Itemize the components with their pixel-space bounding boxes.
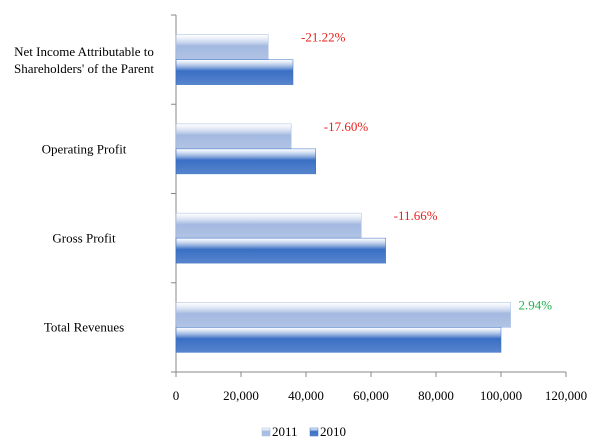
bar	[175, 148, 316, 175]
x-tick-label: 60,000	[353, 388, 389, 403]
legend-label: 2010	[320, 424, 346, 439]
bar	[175, 237, 386, 264]
category-label: Net Income Attributable to Shareholders'…	[14, 43, 154, 76]
legend-swatch	[261, 427, 271, 437]
bar	[175, 59, 294, 85]
x-tick-label: 20,000	[223, 388, 259, 403]
bar	[175, 34, 269, 60]
x-tick-label: 120,000	[545, 388, 587, 403]
change-label: -17.60%	[324, 119, 369, 134]
x-tick-label: 40,000	[288, 388, 324, 403]
x-tick-label: 80,000	[418, 388, 454, 403]
x-tick-label: 0	[173, 388, 180, 403]
bar	[175, 212, 362, 239]
category-label: Total Revenues	[43, 319, 125, 335]
bar	[175, 302, 511, 328]
category-label: Operating Profit	[41, 141, 127, 157]
legend-swatch	[309, 427, 319, 437]
legend-label: 2011	[272, 424, 298, 439]
x-tick-label: 100,000	[480, 388, 522, 403]
change-label: -21.22%	[301, 30, 346, 45]
bar	[175, 123, 292, 150]
change-label: -11.66%	[394, 208, 438, 223]
category-label: Gross Profit	[52, 230, 116, 246]
bar	[175, 327, 502, 353]
change-label: 2.94%	[519, 297, 553, 312]
